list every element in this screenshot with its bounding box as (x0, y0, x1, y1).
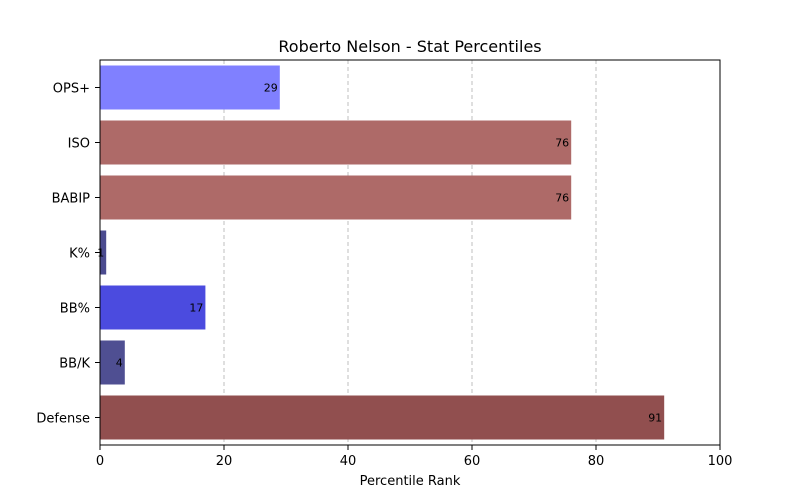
bar-babip (100, 176, 571, 220)
bar-iso (100, 121, 571, 165)
x-tick-label: 80 (588, 454, 605, 469)
bar-value-label: 76 (555, 192, 569, 205)
x-tick-label: 60 (464, 454, 481, 469)
plot-frame (100, 60, 720, 445)
y-tick-label: OPS+ (53, 82, 90, 97)
bar-value-label: 29 (264, 82, 278, 95)
x-tick-label: 20 (216, 454, 233, 469)
bar-value-label: 76 (555, 137, 569, 150)
chart-title: Roberto Nelson - Stat Percentiles (278, 37, 541, 56)
y-tick-label: BABIP (52, 192, 91, 207)
x-axis-label: Percentile Rank (360, 474, 461, 489)
y-axis-ticks: OPS+ ISO BABIP K% BB% BB/K Defense (36, 82, 100, 427)
x-axis-ticks: 0 20 40 60 80 100 (96, 445, 733, 469)
bar-defense (100, 396, 664, 440)
grid-lines (224, 60, 596, 445)
y-tick-label: K% (69, 247, 90, 262)
bar-value-label: 17 (189, 302, 203, 315)
y-tick-label: BB/K (59, 357, 90, 372)
x-tick-label: 0 (96, 454, 104, 469)
x-tick-label: 100 (708, 454, 733, 469)
y-tick-label: Defense (36, 412, 90, 427)
y-tick-label: ISO (68, 137, 90, 152)
y-tick-label: BB% (60, 302, 90, 317)
bar-ops (100, 66, 280, 110)
bar-value-label: 91 (648, 412, 662, 425)
x-tick-label: 40 (340, 454, 357, 469)
bar-value-label: 4 (116, 357, 123, 370)
